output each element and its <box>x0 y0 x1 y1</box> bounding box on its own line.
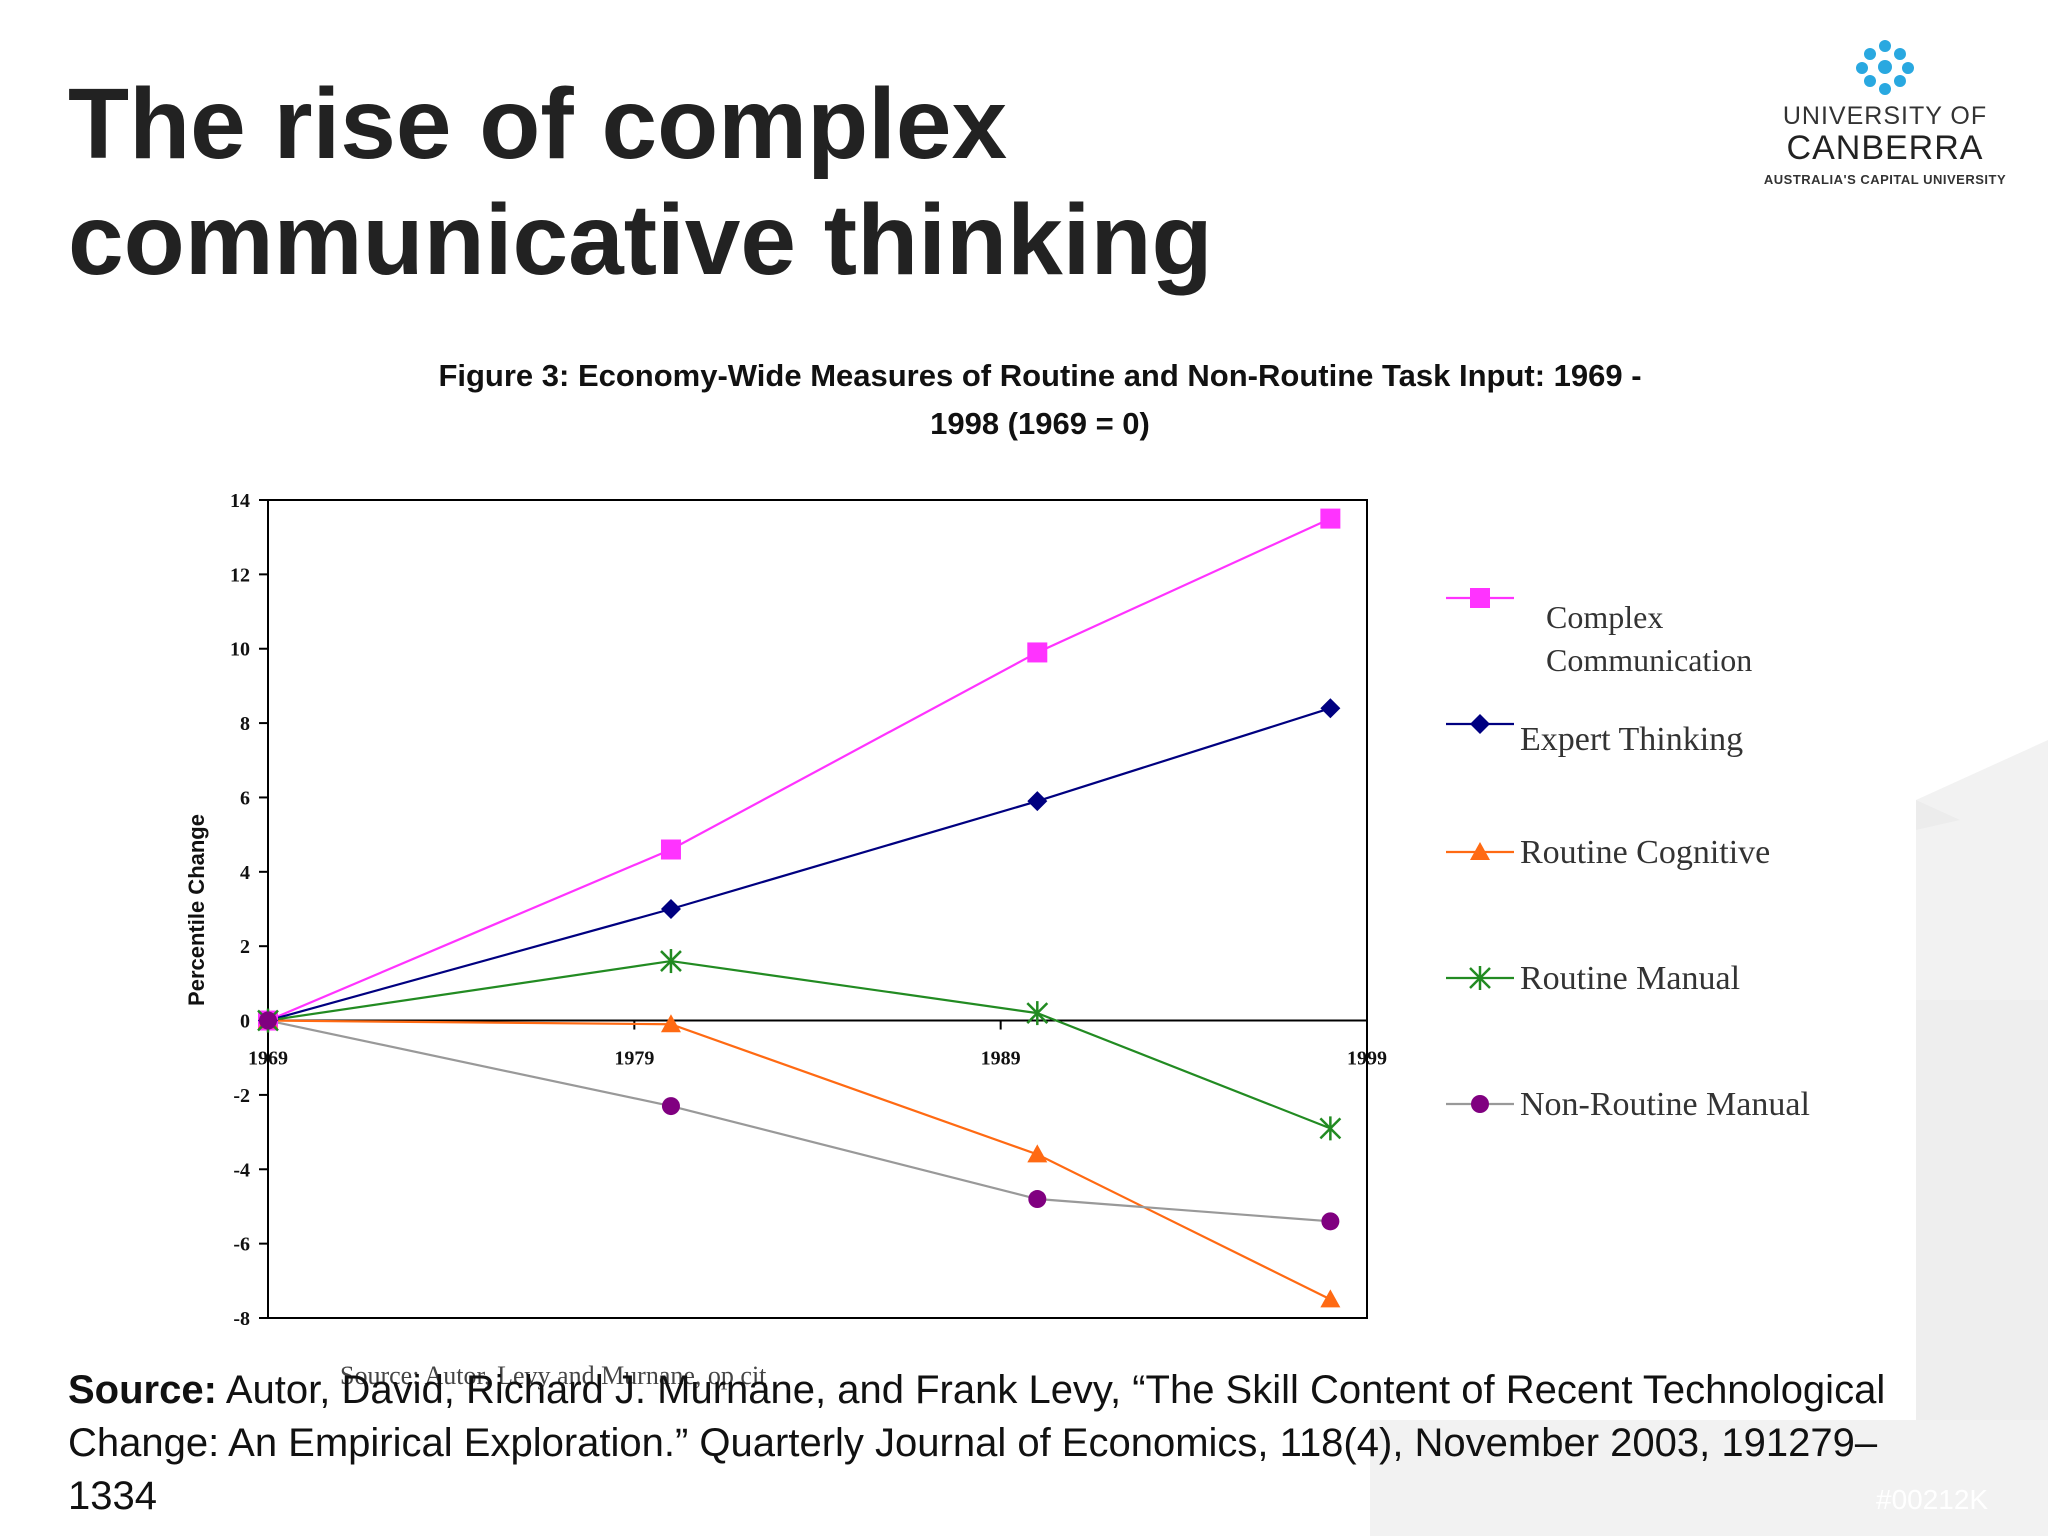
figure-caption-line1: Figure 3: Economy-Wide Measures of Routi… <box>438 358 1642 393</box>
logo-line1: UNIVERSITY OF <box>1782 102 1988 130</box>
data-point-1 <box>1320 698 1341 719</box>
y-tick-label: 6 <box>240 787 250 809</box>
data-point-2 <box>1320 1289 1341 1308</box>
logo-line2: CANBERRA <box>1786 129 1984 167</box>
data-point-0 <box>660 839 681 860</box>
data-point-3 <box>660 949 682 974</box>
x-tick-label: 1979 <box>614 1048 654 1070</box>
legend-marker-1 <box>1470 714 1490 734</box>
data-point-1 <box>1027 791 1048 812</box>
legend-marker-0 <box>1470 588 1490 608</box>
legend-label-3: Routine Manual <box>1520 960 1740 997</box>
source-citation: Source: Autor, David, Richard J. Murnane… <box>68 1364 1948 1523</box>
logo-line3: AUSTRALIA'S CAPITAL UNIVERSITY <box>1763 172 2007 187</box>
y-tick-label: 14 <box>230 490 250 512</box>
series-line-1 <box>267 707 1331 1022</box>
legend-marker-3 <box>1469 966 1491 990</box>
university-logo: UNIVERSITY OF CANBERRA AUSTRALIA'S CAPIT… <box>1740 36 2030 196</box>
data-point-3 <box>1319 1116 1342 1141</box>
legend-label-4: Non-Routine Manual <box>1520 1086 1810 1123</box>
legend-label-0: Complex <box>1546 599 1663 635</box>
y-tick-label: -8 <box>233 1308 250 1330</box>
legend-marker-4 <box>1471 1095 1489 1113</box>
y-tick-label: 4 <box>240 862 250 884</box>
data-point-0 <box>1320 508 1341 529</box>
data-point-2 <box>660 1014 681 1033</box>
slide-title: The rise of complex communicative thinki… <box>68 66 1468 298</box>
y-axis-label: Percentile Change <box>184 814 209 1006</box>
y-tick-label: 2 <box>240 936 250 958</box>
source-label: Source: <box>68 1368 217 1412</box>
figure-caption-line2: 1998 (1969 = 0) <box>930 406 1150 441</box>
legend-label-0-line2: Communication <box>1546 642 1752 678</box>
y-tick-label: 8 <box>240 713 250 735</box>
series-line-0 <box>267 517 1331 1022</box>
x-tick-label: 1969 <box>248 1048 288 1070</box>
data-point-2 <box>1027 1144 1048 1163</box>
figure-caption: Figure 3: Economy-Wide Measures of Routi… <box>340 352 1740 448</box>
legend-label-2: Routine Cognitive <box>1520 834 1770 871</box>
series-line-4 <box>267 1019 1331 1223</box>
x-tick-label: 1999 <box>1347 1048 1387 1070</box>
data-point-4 <box>661 1097 680 1116</box>
plot-frame <box>267 499 1368 1319</box>
watermark: #00212K <box>1876 1484 1989 1515</box>
x-tick-label: 1989 <box>981 1048 1021 1070</box>
y-tick-label: -4 <box>233 1159 250 1181</box>
slide-title-line1: The rise of complex <box>68 68 1008 180</box>
data-point-0 <box>1027 642 1048 663</box>
data-point-4 <box>1321 1212 1340 1231</box>
data-point-4 <box>259 1011 277 1030</box>
data-point-1 <box>660 899 681 919</box>
y-tick-label: 12 <box>230 564 250 586</box>
y-tick-label: -6 <box>233 1234 250 1256</box>
source-text: Autor, David, Richard J. Murnane, and Fr… <box>68 1368 1886 1518</box>
y-tick-label: -2 <box>233 1085 250 1107</box>
slide-title-line2: communicative thinking <box>68 184 1213 296</box>
y-tick-label: 0 <box>240 1011 250 1033</box>
data-point-3 <box>1026 1001 1049 1026</box>
series-line-2 <box>267 1019 1331 1301</box>
legend-label-1: Expert Thinking <box>1520 721 1743 758</box>
chart-source-note: Source: Autor, Levy and Murnane, op cit <box>340 1361 767 1390</box>
series-line-3 <box>267 959 1331 1130</box>
snowflake-logo-icon <box>1856 40 1914 95</box>
y-tick-label: 10 <box>230 639 250 661</box>
data-point-4 <box>1028 1190 1047 1209</box>
legend-marker-2 <box>1470 842 1490 860</box>
